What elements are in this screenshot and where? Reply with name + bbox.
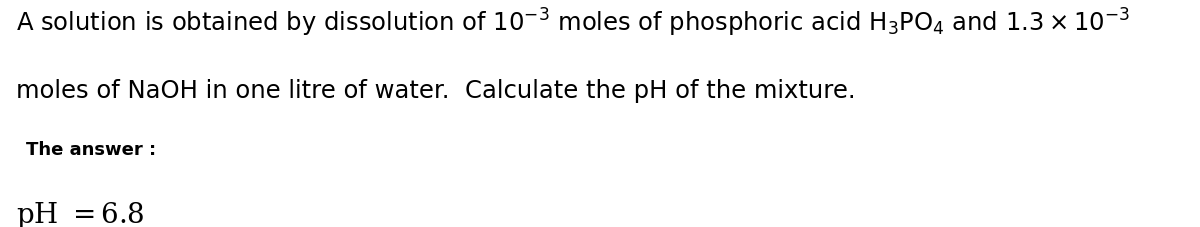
Text: The answer :: The answer : [26, 141, 156, 159]
Text: pH $= 6.8$: pH $= 6.8$ [16, 200, 143, 227]
Text: A solution is obtained by dissolution of $10^{-3}$ moles of phosphoric acid H$_3: A solution is obtained by dissolution of… [16, 7, 1129, 39]
Text: moles of NaOH in one litre of water.  Calculate the pH of the mixture.: moles of NaOH in one litre of water. Cal… [16, 79, 856, 104]
